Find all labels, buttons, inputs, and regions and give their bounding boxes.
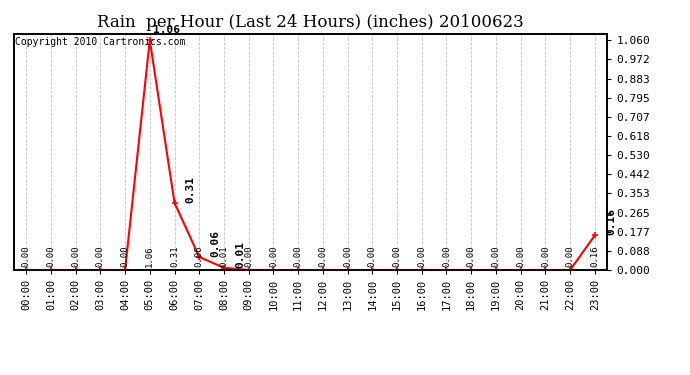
- Text: 0.00: 0.00: [516, 246, 525, 267]
- Text: 0.16: 0.16: [606, 209, 616, 236]
- Text: 0.00: 0.00: [442, 246, 451, 267]
- Text: 0.00: 0.00: [466, 246, 475, 267]
- Text: 0.00: 0.00: [343, 246, 352, 267]
- Text: 0.00: 0.00: [566, 246, 575, 267]
- Text: 0.31: 0.31: [186, 176, 196, 203]
- Text: 0.00: 0.00: [294, 246, 303, 267]
- Text: 1.06: 1.06: [152, 25, 179, 35]
- Text: 0.00: 0.00: [46, 246, 55, 267]
- Text: 0.00: 0.00: [21, 246, 30, 267]
- Text: 0.31: 0.31: [170, 246, 179, 267]
- Text: 0.00: 0.00: [393, 246, 402, 267]
- Text: 0.00: 0.00: [318, 246, 327, 267]
- Title: Rain  per Hour (Last 24 Hours) (inches) 20100623: Rain per Hour (Last 24 Hours) (inches) 2…: [97, 14, 524, 31]
- Text: 0.06: 0.06: [210, 230, 220, 257]
- Text: 0.00: 0.00: [269, 246, 278, 267]
- Text: 0.00: 0.00: [96, 246, 105, 267]
- Text: 0.01: 0.01: [219, 246, 228, 267]
- Text: 0.00: 0.00: [244, 246, 253, 267]
- Text: Copyright 2010 Cartronics.com: Copyright 2010 Cartronics.com: [15, 37, 186, 47]
- Text: 0.00: 0.00: [71, 246, 80, 267]
- Text: 0.00: 0.00: [121, 246, 130, 267]
- Text: 0.00: 0.00: [368, 246, 377, 267]
- Text: 0.00: 0.00: [491, 246, 500, 267]
- Text: 0.00: 0.00: [541, 246, 550, 267]
- Text: 0.01: 0.01: [235, 241, 245, 268]
- Text: 0.00: 0.00: [417, 246, 426, 267]
- Text: 0.16: 0.16: [591, 246, 600, 267]
- Text: 0.06: 0.06: [195, 246, 204, 267]
- Text: 1.06: 1.06: [146, 246, 155, 267]
